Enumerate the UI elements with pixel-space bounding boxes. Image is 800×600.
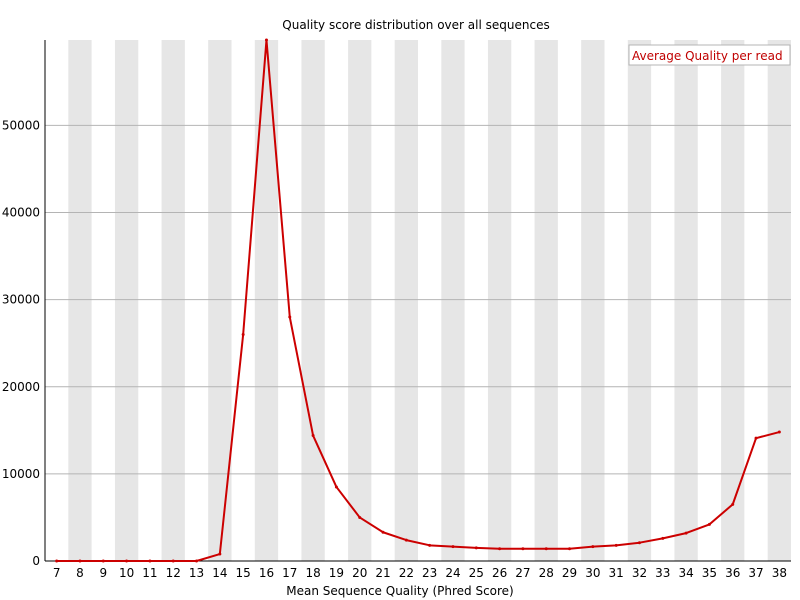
- background-band: [68, 40, 92, 561]
- data-point: [731, 502, 735, 506]
- data-point: [544, 547, 548, 551]
- x-tick-label: 26: [492, 566, 507, 580]
- x-tick-label: 16: [259, 566, 274, 580]
- data-point: [404, 538, 408, 542]
- x-tick-label: 22: [399, 566, 414, 580]
- data-point: [288, 315, 292, 319]
- series-line: [56, 39, 780, 562]
- data-point: [614, 543, 618, 547]
- background-band: [254, 40, 279, 561]
- y-tick-label: 50000: [2, 118, 40, 132]
- x-tick-label: 10: [119, 566, 134, 580]
- data-point: [498, 547, 502, 551]
- background-band: [534, 40, 558, 561]
- background-band: [394, 40, 418, 561]
- background-band: [208, 40, 232, 561]
- y-tick-label: 40000: [2, 206, 40, 220]
- x-tick-label: 29: [562, 566, 577, 580]
- x-tick-label: 35: [702, 566, 717, 580]
- data-point: [55, 559, 59, 563]
- x-tick-label: 18: [305, 566, 320, 580]
- data-point: [451, 545, 455, 549]
- data-point: [148, 559, 152, 563]
- data-point: [428, 543, 432, 547]
- x-tick-label: 34: [678, 566, 693, 580]
- x-tick-label: 24: [445, 566, 460, 580]
- x-tick-label: 25: [469, 566, 484, 580]
- data-point: [637, 541, 641, 545]
- x-tick-label: 21: [375, 566, 390, 580]
- data-point: [754, 436, 758, 440]
- x-tick-label: 23: [422, 566, 437, 580]
- data-point: [334, 485, 338, 489]
- data-point: [218, 552, 222, 556]
- background-band: [348, 40, 372, 561]
- x-tick-label: 8: [76, 566, 84, 580]
- data-point: [171, 559, 175, 563]
- legend: Average Quality per read: [628, 44, 791, 66]
- background-band: [674, 40, 698, 561]
- background-band: [627, 40, 652, 561]
- data-point: [568, 547, 572, 551]
- data-point: [125, 559, 129, 563]
- y-tick-label: 20000: [2, 380, 40, 394]
- legend-box: [628, 44, 791, 66]
- data-point: [78, 559, 82, 563]
- y-tick-label: 10000: [2, 467, 40, 481]
- background-band: [767, 40, 791, 561]
- data-point: [474, 546, 478, 550]
- x-tick-labels: 7 8 9 10 11 12 13 14 15 16 17 18 19 20 21 22 23 24 25 26 27 2…: [53, 566, 787, 580]
- x-tick-label: 30: [585, 566, 600, 580]
- legend-entry: Average Quality per read: [632, 49, 783, 63]
- x-tick-label: 7: [53, 566, 61, 580]
- data-point: [661, 536, 665, 540]
- data-point: [381, 530, 385, 534]
- x-tick-label: 19: [329, 566, 344, 580]
- data-point: [591, 545, 595, 549]
- y-tick-label: 30000: [2, 293, 40, 307]
- x-tick-label: 37: [748, 566, 763, 580]
- series-group: [55, 38, 781, 563]
- data-point: [311, 434, 315, 438]
- data-point: [521, 547, 525, 551]
- data-point: [264, 38, 268, 42]
- x-tick-label: 31: [609, 566, 624, 580]
- background-band: [161, 40, 185, 561]
- x-tick-label: 13: [189, 566, 204, 580]
- data-point: [101, 559, 105, 563]
- x-tick-label: 15: [236, 566, 251, 580]
- data-point: [241, 332, 245, 336]
- background-band: [581, 40, 605, 561]
- x-tick-label: 27: [515, 566, 530, 580]
- x-tick-label: 9: [99, 566, 107, 580]
- x-tick-label: 11: [142, 566, 157, 580]
- data-point: [195, 559, 199, 563]
- x-tick-label: 36: [725, 566, 740, 580]
- data-point: [684, 531, 688, 535]
- x-tick-label: 20: [352, 566, 367, 580]
- x-tick-label: 28: [539, 566, 554, 580]
- x-tick-label: 38: [772, 566, 787, 580]
- background-band: [487, 40, 512, 561]
- x-axis-label: Mean Sequence Quality (Phred Score): [286, 584, 514, 598]
- background-band: [441, 40, 465, 561]
- data-point: [358, 515, 362, 519]
- background-bands: [68, 40, 791, 561]
- data-point: [777, 430, 781, 434]
- x-tick-label: 12: [166, 566, 181, 580]
- background-band: [721, 40, 745, 561]
- x-tick-label: 32: [632, 566, 647, 580]
- chart-title: Quality score distribution over all sequ…: [282, 18, 549, 32]
- background-band: [301, 40, 325, 561]
- y-tick-label: 0: [32, 554, 40, 568]
- x-tick-label: 33: [655, 566, 670, 580]
- y-tick-labels: 0 10000 20000 30000 40000 50000: [2, 118, 40, 568]
- data-point: [707, 522, 711, 526]
- x-tick-label: 17: [282, 566, 297, 580]
- background-band: [114, 40, 139, 561]
- x-tick-label: 14: [212, 566, 227, 580]
